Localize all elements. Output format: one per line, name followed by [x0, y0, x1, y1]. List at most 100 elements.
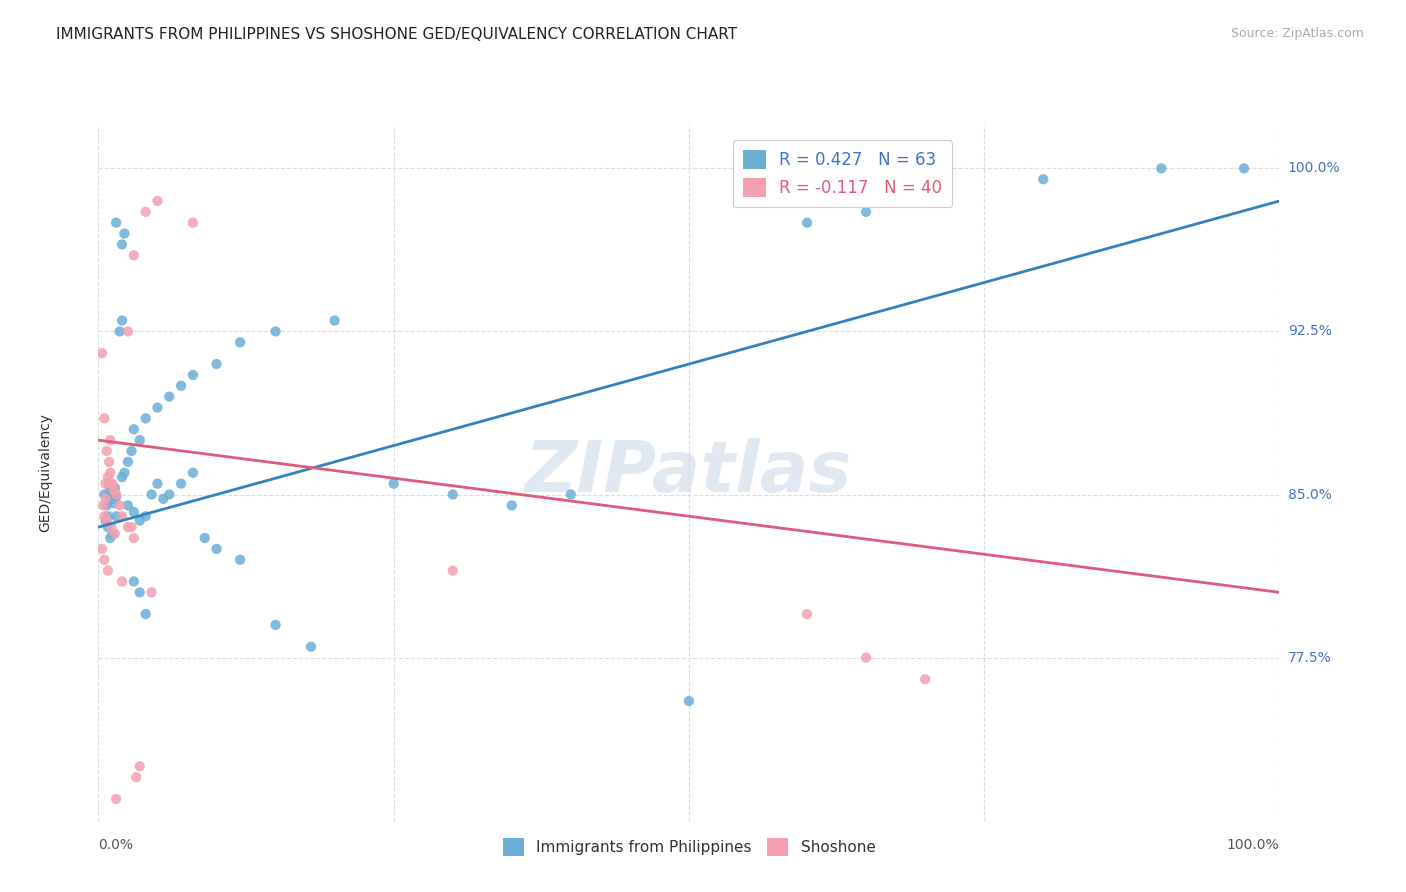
Point — [97, 509, 120, 524]
Point — [98, 455, 121, 469]
Point — [101, 485, 124, 500]
Point — [157, 487, 180, 501]
Point — [94, 491, 117, 506]
Point — [122, 422, 145, 436]
Point — [1032, 172, 1054, 186]
Point — [97, 470, 120, 484]
Point — [441, 564, 464, 578]
Point — [170, 378, 193, 392]
Point — [97, 564, 120, 578]
Point — [96, 499, 118, 513]
Point — [98, 476, 121, 491]
Point — [105, 216, 128, 230]
Point — [93, 509, 115, 524]
Point — [141, 585, 163, 599]
Point — [111, 237, 134, 252]
Point — [117, 520, 139, 534]
Point — [141, 487, 163, 501]
Point — [93, 487, 115, 501]
Point — [122, 505, 145, 519]
Point — [112, 466, 135, 480]
Point — [101, 476, 124, 491]
Point — [128, 514, 150, 528]
Point — [678, 694, 700, 708]
Point — [146, 401, 169, 415]
Point — [112, 227, 135, 241]
Point — [146, 476, 169, 491]
Point — [105, 792, 128, 806]
Point — [128, 585, 150, 599]
Point — [229, 552, 252, 567]
Legend: Immigrants from Philippines, Shoshone: Immigrants from Philippines, Shoshone — [496, 832, 882, 862]
Point — [264, 325, 287, 339]
Point — [914, 183, 936, 197]
Point — [93, 552, 115, 567]
Point — [382, 476, 405, 491]
Point — [323, 313, 346, 327]
Point — [1150, 161, 1173, 176]
Point — [152, 491, 174, 506]
Point — [264, 618, 287, 632]
Text: 77.5%: 77.5% — [1288, 650, 1331, 665]
Point — [91, 541, 114, 556]
Point — [111, 313, 134, 327]
Point — [1233, 161, 1256, 176]
Point — [796, 216, 818, 230]
Point — [146, 194, 169, 208]
Point — [135, 205, 157, 219]
Point — [104, 526, 127, 541]
Point — [91, 346, 114, 360]
Text: 92.5%: 92.5% — [1288, 325, 1331, 338]
Point — [501, 499, 523, 513]
Point — [441, 487, 464, 501]
Point — [111, 509, 134, 524]
Point — [111, 574, 134, 589]
Point — [101, 526, 124, 541]
Point — [108, 499, 131, 513]
Point — [205, 541, 228, 556]
Point — [560, 487, 582, 501]
Text: 0.0%: 0.0% — [98, 838, 134, 852]
Point — [181, 466, 204, 480]
Point — [96, 514, 118, 528]
Point — [108, 325, 131, 339]
Point — [105, 490, 128, 504]
Point — [205, 357, 228, 371]
Text: IMMIGRANTS FROM PHILIPPINES VS SHOSHONE GED/EQUIVALENCY CORRELATION CHART: IMMIGRANTS FROM PHILIPPINES VS SHOSHONE … — [56, 27, 737, 42]
Point — [105, 509, 128, 524]
Point — [104, 481, 127, 495]
Point — [103, 496, 125, 510]
Point — [181, 216, 204, 230]
Point — [100, 491, 122, 506]
Point — [128, 433, 150, 447]
Point — [93, 411, 115, 425]
Point — [117, 325, 139, 339]
Point — [105, 487, 128, 501]
Point — [91, 499, 114, 513]
Point — [98, 466, 121, 480]
Text: Source: ZipAtlas.com: Source: ZipAtlas.com — [1230, 27, 1364, 40]
Text: ZIPatlas: ZIPatlas — [526, 438, 852, 508]
Point — [122, 531, 145, 545]
Text: GED/Equivalency: GED/Equivalency — [38, 413, 52, 533]
Point — [125, 770, 148, 784]
Point — [96, 444, 118, 458]
Point — [121, 444, 143, 458]
Text: 100.0%: 100.0% — [1288, 161, 1340, 176]
Point — [94, 476, 117, 491]
Point — [98, 531, 121, 545]
Point — [117, 455, 139, 469]
Text: 100.0%: 100.0% — [1227, 838, 1279, 852]
Point — [98, 476, 121, 491]
Point — [100, 520, 122, 534]
Point — [299, 640, 322, 654]
Text: 85.0%: 85.0% — [1288, 488, 1331, 501]
Point — [157, 390, 180, 404]
Point — [135, 509, 157, 524]
Point — [94, 514, 117, 528]
Point — [170, 476, 193, 491]
Point — [796, 607, 818, 621]
Point — [229, 335, 252, 350]
Point — [194, 531, 217, 545]
Point — [103, 483, 125, 498]
